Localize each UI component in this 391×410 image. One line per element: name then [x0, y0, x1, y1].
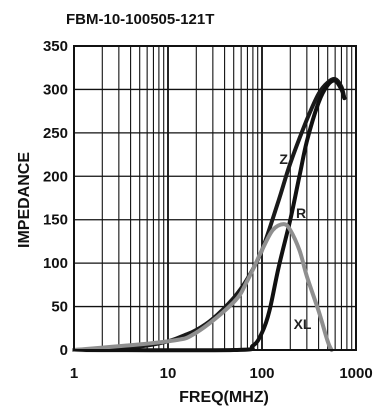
x-tick-label: 100 — [249, 365, 274, 382]
curve-label: R — [296, 205, 306, 221]
y-tick-label: 150 — [43, 212, 68, 229]
y-axis-label: IMPEDANCE — [16, 152, 33, 248]
y-tick-label: 50 — [51, 299, 68, 316]
plot-frame — [73, 45, 357, 351]
y-tick-label: 0 — [60, 342, 68, 359]
x-tick-label: 1000 — [339, 365, 372, 382]
y-tick-label: 200 — [43, 168, 68, 185]
curve-labels: Z R XL — [279, 151, 312, 332]
x-axis-label: FREQ(MHZ) — [179, 389, 269, 406]
x-tick-label: 10 — [160, 365, 177, 382]
grid — [73, 45, 357, 351]
x-tick-label: 1 — [70, 365, 78, 382]
y-tick-label: 350 — [43, 38, 68, 55]
chart-title: FBM-10-100505-121T — [66, 11, 214, 28]
series-lines — [72, 76, 347, 353]
series-line-xl — [72, 222, 334, 352]
series-line-r — [72, 78, 347, 353]
y-tick-label: 100 — [43, 255, 68, 272]
x-tick-labels: 1 10 100 1000 — [70, 365, 373, 382]
y-tick-labels: 0 50 100 150 200 250 300 350 — [43, 38, 68, 359]
y-tick-label: 250 — [43, 125, 68, 142]
curve-label: Z — [279, 151, 288, 167]
curve-label: XL — [294, 316, 312, 332]
y-tick-label: 300 — [43, 81, 68, 98]
